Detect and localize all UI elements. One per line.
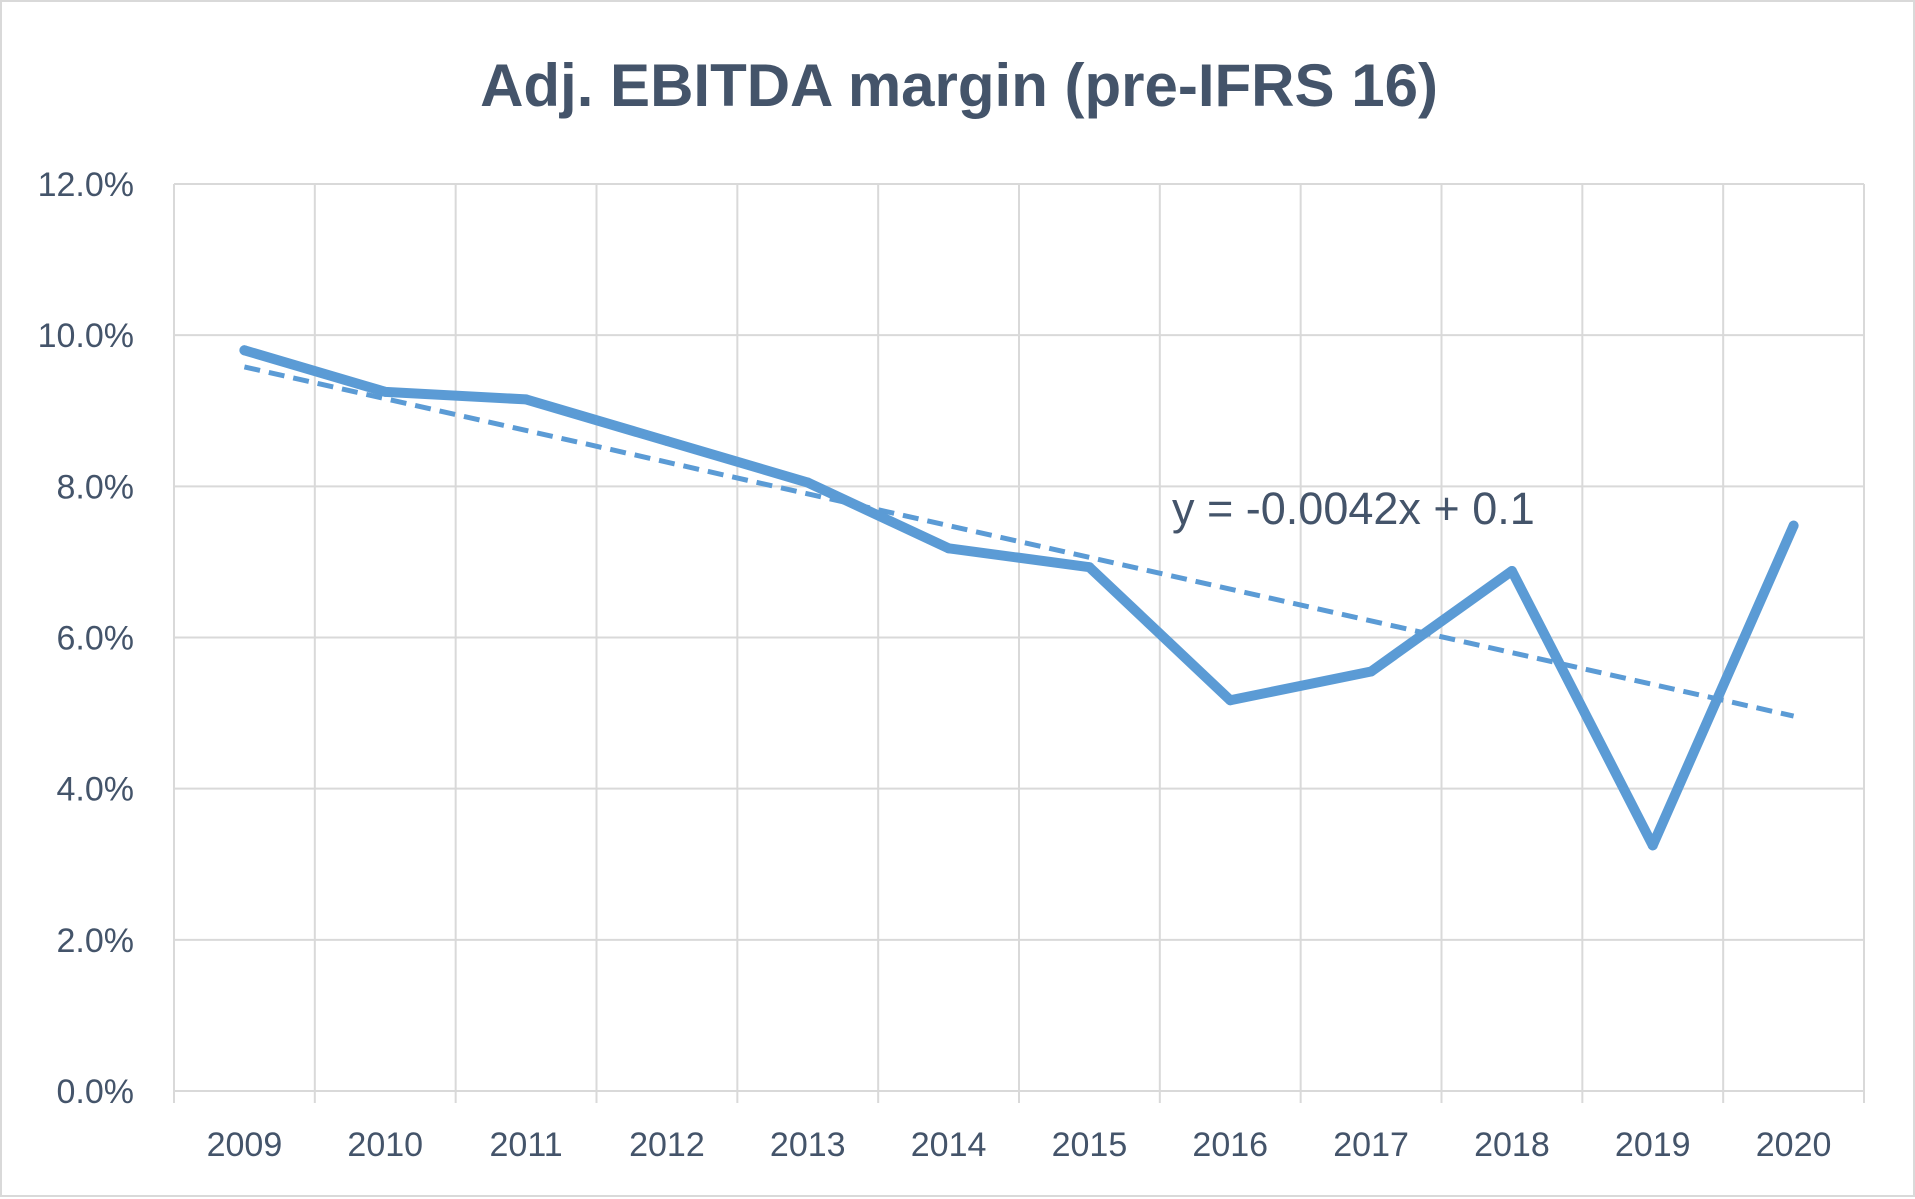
x-tick-label: 2015 — [1052, 1126, 1128, 1164]
x-tick-label: 2009 — [207, 1126, 283, 1164]
series-group — [239, 345, 1799, 851]
series-line — [239, 345, 1799, 851]
x-tick-label: 2013 — [770, 1126, 846, 1164]
y-tick-label: 12.0% — [38, 166, 134, 204]
trendline — [243, 364, 1795, 719]
y-tick-label: 6.0% — [57, 620, 135, 658]
data-point — [380, 386, 391, 397]
gridlines — [173, 183, 1865, 1103]
x-tick-label: 2016 — [1192, 1126, 1268, 1164]
x-tick-label: 2010 — [347, 1126, 423, 1164]
x-tick-label: 2019 — [1615, 1126, 1691, 1164]
x-tick-label: 2011 — [490, 1126, 563, 1164]
data-point — [1366, 666, 1377, 677]
data-point — [239, 345, 250, 356]
data-point — [1506, 565, 1517, 576]
x-tick-label: 2020 — [1756, 1126, 1832, 1164]
x-tick-label: 2017 — [1333, 1126, 1409, 1164]
y-tick-label: 10.0% — [38, 317, 134, 355]
data-point — [1647, 840, 1658, 851]
data-point — [1788, 520, 1799, 531]
trendline-equation: y = -0.0042x + 0.1 — [1172, 483, 1535, 534]
axes: 0.0% 2.0% 4.0% 6.0% 8.0% 10.0% 12.0% 2009 2010 20… — [38, 166, 1832, 1164]
data-point — [943, 543, 954, 554]
y-tick-label: 0.0% — [57, 1073, 135, 1111]
x-tick-label: 2018 — [1474, 1126, 1550, 1164]
y-tick-label: 2.0% — [57, 922, 135, 960]
y-tick-label: 4.0% — [57, 771, 135, 809]
data-point — [661, 435, 672, 446]
data-point — [521, 394, 532, 405]
x-tick-label: 2012 — [629, 1126, 705, 1164]
data-point — [802, 477, 813, 488]
chart-title: Adj. EBITDA margin (pre-IFRS 16) — [480, 52, 1438, 119]
data-point — [1084, 562, 1095, 573]
data-point — [1225, 695, 1236, 706]
y-tick-label: 8.0% — [57, 468, 135, 506]
trendline-group — [243, 364, 1795, 719]
x-tick-label: 2014 — [911, 1126, 987, 1164]
